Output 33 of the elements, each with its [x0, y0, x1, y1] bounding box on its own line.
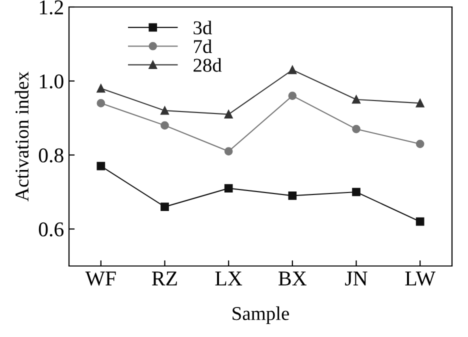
point	[96, 162, 106, 170]
x-tick-label: LX	[215, 272, 242, 286]
legend-label: 7d	[194, 39, 212, 54]
y-tick-label: 1.0	[40, 74, 64, 89]
x-tick-label: LW	[405, 272, 436, 286]
point	[352, 188, 360, 196]
point	[160, 202, 169, 211]
point	[160, 121, 169, 130]
x-tick-label: BX	[278, 272, 307, 286]
point	[416, 99, 424, 108]
point	[160, 106, 169, 115]
x-tick-label: JN	[345, 272, 368, 286]
legend-label: 3d	[194, 20, 212, 34]
legend-label: 28d	[194, 58, 222, 72]
y-tick-label: 0.6	[38, 222, 64, 237]
point	[224, 147, 233, 156]
y-tick-label: 0.8	[38, 148, 64, 163]
point	[416, 217, 424, 226]
point	[224, 184, 233, 192]
point	[352, 95, 360, 104]
point	[352, 124, 360, 134]
x-tick-label: RZ	[152, 272, 177, 286]
point	[224, 110, 233, 118]
point	[288, 92, 297, 100]
y-axis-title: Activation index	[14, 72, 29, 202]
x-tick-label: WF	[85, 272, 116, 286]
y-tick-label: 1.2	[40, 0, 63, 15]
point	[416, 140, 424, 148]
point	[288, 192, 297, 200]
point	[288, 66, 297, 74]
x-axis-title: Sample	[232, 306, 289, 324]
point	[96, 99, 106, 108]
point	[96, 84, 106, 93]
